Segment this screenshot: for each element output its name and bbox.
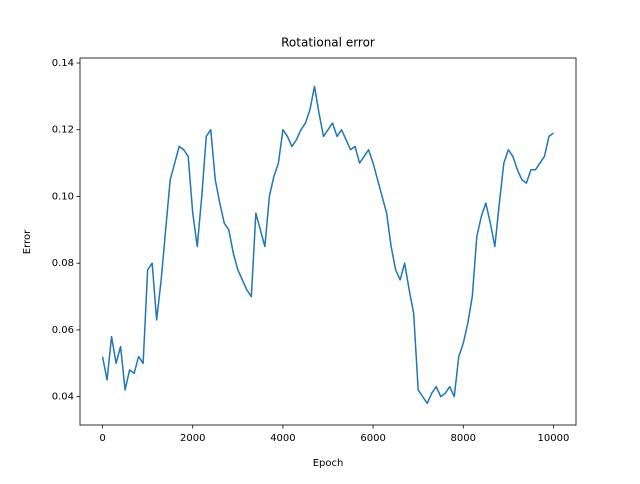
x-tick-label: 8000 bbox=[451, 433, 476, 444]
x-tick-label: 4000 bbox=[270, 433, 295, 444]
y-axis-label: Error bbox=[22, 229, 33, 254]
chart-title: Rotational error bbox=[281, 36, 375, 50]
x-tick-label: 6000 bbox=[360, 433, 385, 444]
data-line bbox=[101, 85, 554, 405]
y-tick-label: 0.08 bbox=[52, 258, 74, 269]
y-tick-label: 0.04 bbox=[52, 392, 74, 403]
y-tick-label: 0.12 bbox=[52, 125, 74, 136]
x-tick-label: 2000 bbox=[180, 433, 205, 444]
y-tick-label: 0.14 bbox=[52, 58, 74, 69]
x-axis-label: Epoch bbox=[313, 458, 344, 469]
axes-frame bbox=[79, 57, 577, 426]
x-tick-label: 0 bbox=[99, 433, 105, 444]
y-tick-label: 0.10 bbox=[52, 191, 74, 202]
y-tick-label: 0.06 bbox=[52, 325, 74, 336]
x-tick-label: 10000 bbox=[538, 433, 570, 444]
